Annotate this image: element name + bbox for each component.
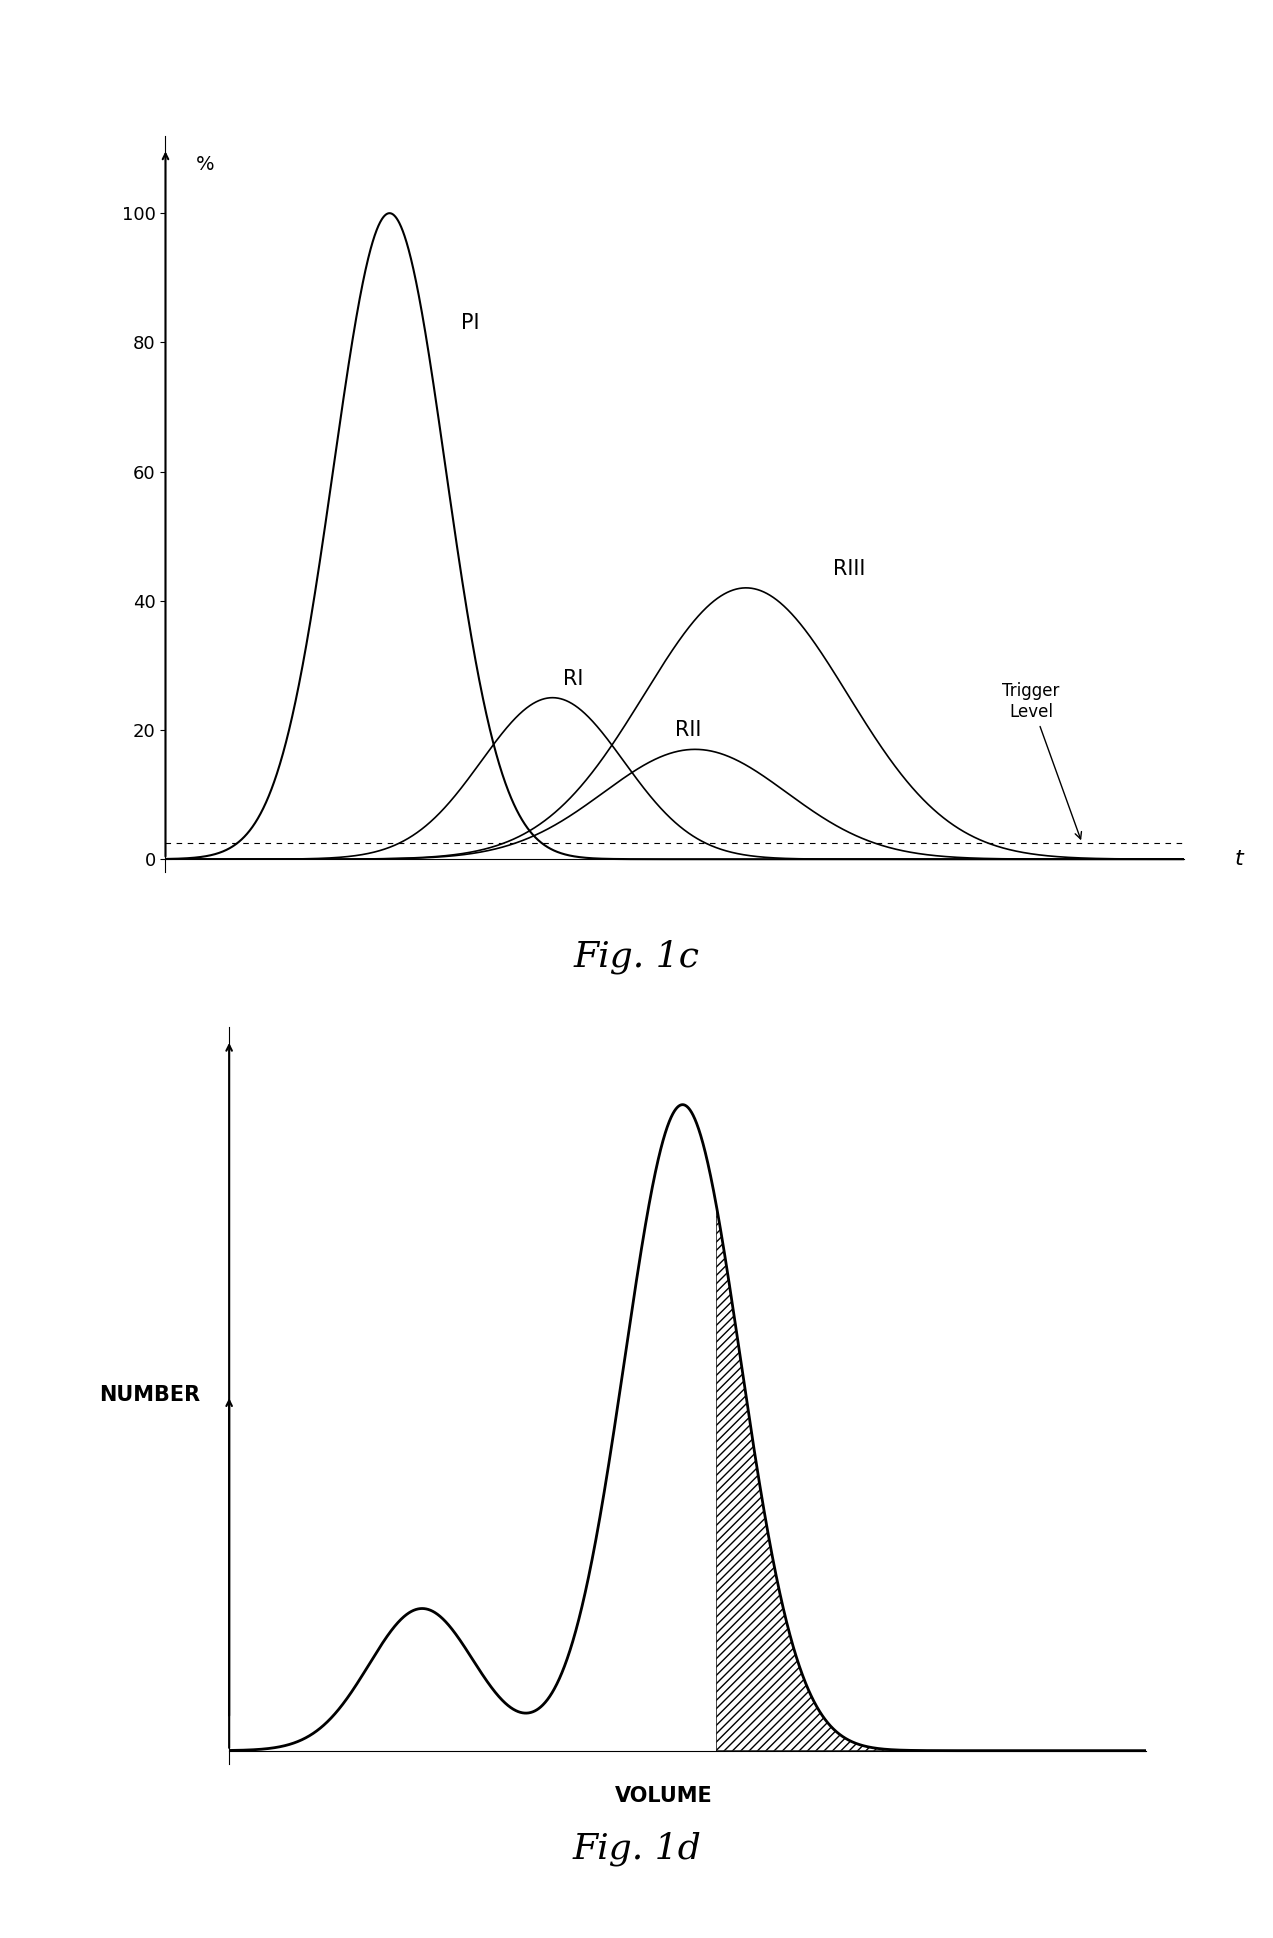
Text: Trigger
Level: Trigger Level — [1002, 682, 1082, 839]
Text: PI: PI — [461, 314, 480, 333]
Text: RI: RI — [563, 669, 583, 688]
Text: Fig. 1c: Fig. 1c — [574, 940, 699, 975]
Text: Fig. 1d: Fig. 1d — [572, 1831, 701, 1866]
Text: %: % — [196, 155, 215, 174]
Text: VOLUME: VOLUME — [615, 1787, 712, 1806]
Text: NUMBER: NUMBER — [99, 1386, 200, 1405]
Text: RII: RII — [675, 721, 701, 740]
Text: RIII: RIII — [833, 558, 864, 579]
Text: t: t — [1235, 849, 1244, 868]
